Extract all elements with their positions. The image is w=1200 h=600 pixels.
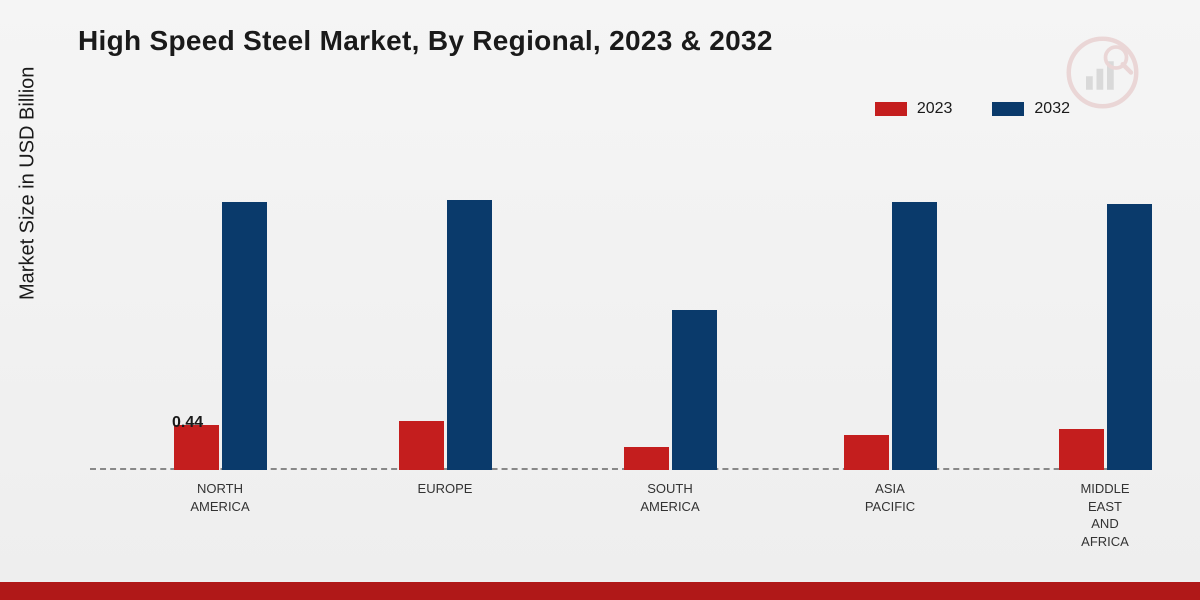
watermark-logo-icon bbox=[1065, 35, 1140, 110]
legend-swatch-2023 bbox=[875, 102, 907, 116]
x-axis-label: ASIA PACIFIC bbox=[865, 480, 915, 515]
bar-2032 bbox=[447, 200, 492, 470]
bar-2032 bbox=[892, 202, 937, 470]
chart-title: High Speed Steel Market, By Regional, 20… bbox=[78, 25, 773, 57]
footer-accent-bar bbox=[0, 582, 1200, 600]
y-axis-label: Market Size in USD Billion bbox=[17, 67, 40, 300]
chart-plot-area: 0.44 bbox=[90, 140, 1150, 470]
bar-2032 bbox=[672, 310, 717, 470]
legend-label-2032: 2032 bbox=[1034, 100, 1070, 118]
legend-item-2023: 2023 bbox=[875, 100, 953, 118]
bar-2032 bbox=[1107, 204, 1152, 470]
x-axis-label: NORTH AMERICA bbox=[190, 480, 249, 515]
bar-2023 bbox=[399, 421, 444, 471]
x-axis-labels: NORTH AMERICA EUROPE SOUTH AMERICA ASIA PAC… bbox=[90, 480, 1150, 555]
bar-2023 bbox=[844, 435, 889, 470]
bar-2023 bbox=[624, 447, 669, 470]
bar-group bbox=[624, 310, 717, 470]
x-axis-label: EUROPE bbox=[418, 480, 473, 498]
legend: 2023 2032 bbox=[875, 100, 1070, 118]
bar-group bbox=[844, 202, 937, 470]
bar-2032 bbox=[222, 202, 267, 470]
bar-group bbox=[1059, 204, 1152, 470]
legend-item-2032: 2032 bbox=[992, 100, 1070, 118]
x-axis-label: MIDDLE EAST AND AFRICA bbox=[1080, 480, 1129, 550]
legend-label-2023: 2023 bbox=[917, 100, 953, 118]
data-label-044: 0.44 bbox=[172, 414, 203, 432]
legend-swatch-2032 bbox=[992, 102, 1024, 116]
bar-2023 bbox=[1059, 429, 1104, 470]
bar-group bbox=[399, 200, 492, 470]
x-axis-label: SOUTH AMERICA bbox=[640, 480, 699, 515]
